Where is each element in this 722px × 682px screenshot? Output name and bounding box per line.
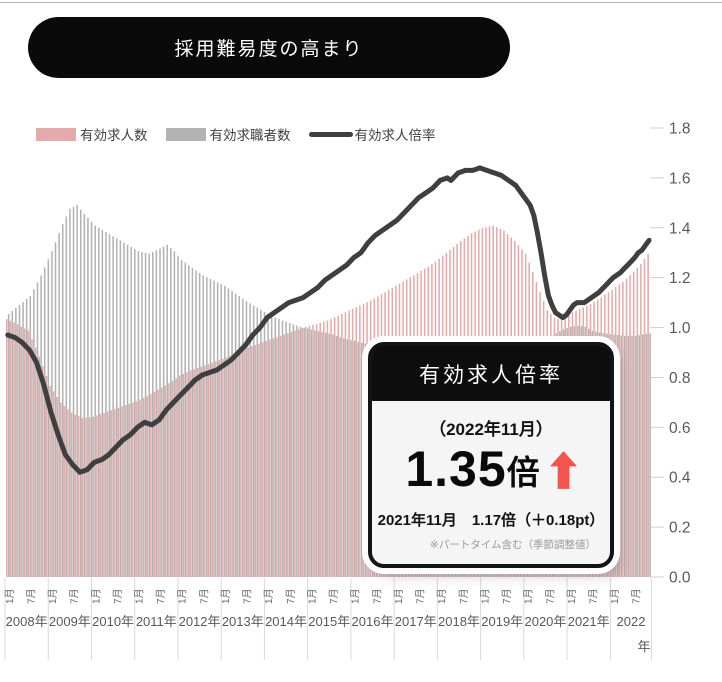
x-axis-month-label: 7月 xyxy=(587,588,599,604)
x-axis-month-label: 7月 xyxy=(198,588,210,604)
x-axis-year-label: 2022 xyxy=(617,614,646,629)
x-axis-year-label: 2012年 xyxy=(179,614,221,629)
x-axis-month-label: 1月 xyxy=(523,588,535,604)
x-axis-month-label: 7月 xyxy=(328,588,340,604)
x-axis-month-label: 1月 xyxy=(566,588,578,604)
x-axis-year-label: 2011年 xyxy=(136,614,177,629)
right-axis-tick-label: 0.6 xyxy=(669,420,691,437)
x-axis-month-label: 1月 xyxy=(220,588,232,604)
legend-label-openings: 有効求人数 xyxy=(80,128,148,143)
seekers-swatch-icon xyxy=(165,127,206,141)
top-divider xyxy=(0,2,722,3)
legend-item-seekers: 有効求職者数 xyxy=(165,124,291,144)
callout-header: 有効求人倍率 xyxy=(372,346,610,401)
chart-legend: 有効求人数 有効求職者数 有効求人倍率 xyxy=(36,125,436,143)
callout-value-row: 1.35 倍 xyxy=(405,441,577,497)
x-axis-month-label: 7月 xyxy=(155,588,167,604)
x-axis-month-label: 1月 xyxy=(263,588,275,604)
x-axis-month-label: 1月 xyxy=(350,588,362,604)
x-axis-month-label: 7月 xyxy=(458,588,470,604)
page-title: 採用難易度の高まり xyxy=(174,39,364,60)
x-axis-month-label: 1月 xyxy=(306,588,318,604)
x-axis-month-label: 1月 xyxy=(177,588,189,604)
legend-item-ratio: 有効求人倍率 xyxy=(308,124,436,144)
x-axis-month-label: 1月 xyxy=(436,588,448,604)
x-axis-year-label: 2015年 xyxy=(308,614,350,629)
x-axis-year-label: 2009年 xyxy=(49,614,91,629)
right-axis-tick-label: 1.4 xyxy=(669,220,691,237)
x-axis-year-label: 2019年 xyxy=(481,614,523,629)
right-axis-tick-label: 0.2 xyxy=(669,520,691,537)
up-arrow-icon xyxy=(549,450,577,489)
x-axis-year-label: 2021年 xyxy=(568,614,610,629)
x-axis-month-label: 1月 xyxy=(90,588,102,604)
callout-period: （2022年11月） xyxy=(429,420,553,439)
x-axis-month-label: 1月 xyxy=(4,588,16,604)
x-axis-month-label: 7月 xyxy=(501,588,513,604)
x-axis-month-label: 7月 xyxy=(415,588,427,604)
x-axis-month-label: 7月 xyxy=(69,588,81,604)
x-axis-year-label: 2010年 xyxy=(92,614,134,629)
x-axis-year-label: 2016年 xyxy=(352,614,394,629)
x-axis-month-label: 7月 xyxy=(544,588,556,604)
right-axis: 0.0 0.2 0.4 0.6 0.8 1.0 1.2 1.4 1.6 1.8 xyxy=(650,121,691,587)
callout-previous-value: 2021年11月 1.17倍（＋0.18pt） xyxy=(377,512,605,529)
right-axis-tick-label: 1.2 xyxy=(669,270,691,287)
legend-label-ratio: 有効求人倍率 xyxy=(354,128,436,143)
x-axis-month-label: 7月 xyxy=(371,588,383,604)
right-axis-tick-label: 0.0 xyxy=(669,570,691,587)
page-title-pill: 採用難易度の高まり xyxy=(28,17,510,78)
x-axis-year-label: 2008年 xyxy=(6,614,48,629)
legend-item-openings: 有効求人数 xyxy=(36,124,148,144)
ratio-unit: 倍 xyxy=(506,453,540,491)
right-axis-tick-label: 1.6 xyxy=(669,170,691,187)
openings-swatch-icon xyxy=(36,127,76,141)
x-axis-year-label: 2017年 xyxy=(395,614,437,629)
x-axis-month-label: 7月 xyxy=(285,588,297,604)
right-axis-tick-label: 0.4 xyxy=(669,470,691,487)
x-axis-year-label: 2020年 xyxy=(524,614,566,629)
x-axis-month-label: 1月 xyxy=(134,588,146,604)
x-axis-year-label: 2018年 xyxy=(438,614,480,629)
ratio-line-swatch-icon xyxy=(308,131,353,137)
callout-footnote: ※パートタイム含む（季節調整値） xyxy=(429,539,596,551)
x-axis-month-label: 1月 xyxy=(393,588,405,604)
x-axis-month-label: 7月 xyxy=(631,588,643,604)
x-axis-month-label: 1月 xyxy=(479,588,491,604)
x-axis-month-label: 7月 xyxy=(242,588,254,604)
ratio-line xyxy=(5,165,652,475)
x-axis-month-label: 1月 xyxy=(47,588,59,604)
x-axis-month-label: 7月 xyxy=(112,588,124,604)
year-separators xyxy=(4,578,652,660)
right-axis-tick-label: 1.0 xyxy=(669,320,691,337)
right-axis-tick-label: 0.8 xyxy=(669,370,691,387)
callout-body: （2022年11月） 1.35 倍 2021年11月 1.17倍（＋0.18pt… xyxy=(372,401,610,564)
x-axis-year-label: 2014年 xyxy=(265,614,307,629)
x-axis-year-label-wrap: 年 xyxy=(637,639,650,654)
x-axis-month-label: 1月 xyxy=(609,588,621,604)
ratio-callout-card: 有効求人倍率 （2022年11月） 1.35 倍 2021年11月 1.17倍（… xyxy=(368,342,614,568)
legend-label-seekers: 有効求職者数 xyxy=(209,128,291,143)
x-axis-month-label: 7月 xyxy=(25,588,37,604)
x-axis-year-label: 2013年 xyxy=(222,614,264,629)
ratio-value: 1.35 xyxy=(405,441,507,497)
right-axis-tick-label: 1.8 xyxy=(669,121,691,138)
